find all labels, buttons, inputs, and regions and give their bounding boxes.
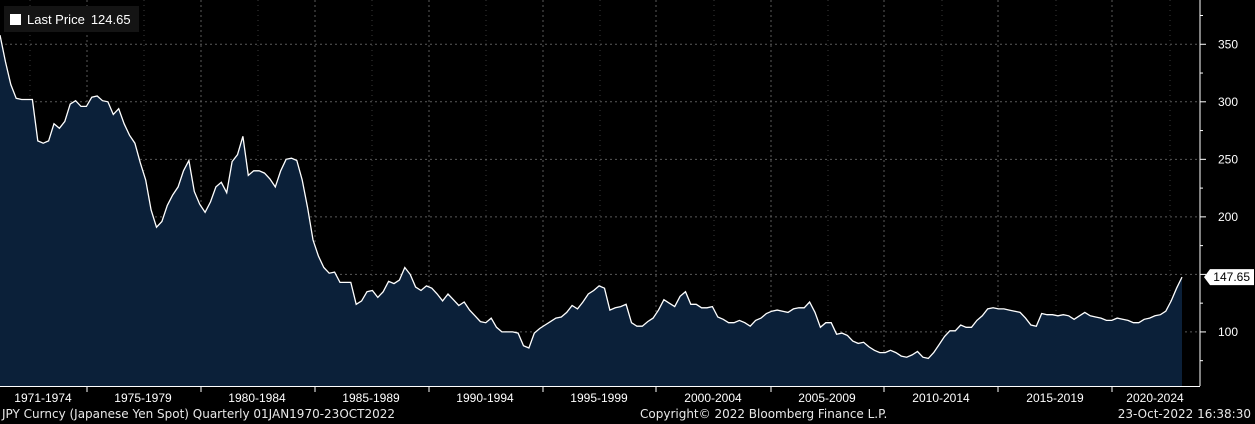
- x-tick-label: 1985-1989: [342, 391, 400, 405]
- x-tick-label: 2020-2024: [1126, 391, 1184, 405]
- x-tick-label: 1975-1979: [114, 391, 172, 405]
- price-chart: 1001502002503003501971-19741975-19791980…: [0, 0, 1254, 405]
- legend: Last Price 124.65: [4, 6, 139, 32]
- price-line: [0, 34, 1183, 360]
- x-tick-label: 1971-1974: [14, 391, 72, 405]
- legend-value: 124.65: [90, 11, 131, 27]
- axes: 1001502002503003501971-19741975-19791980…: [0, 0, 1238, 405]
- x-tick-label: 1995-1999: [570, 391, 628, 405]
- x-tick-label: 1980-1984: [228, 391, 286, 405]
- last-value-tag-bg: [1204, 269, 1254, 286]
- last-value-label: 147.65: [1213, 270, 1250, 284]
- y-tick-label: 300: [1218, 95, 1238, 109]
- footer-timestamp: 23-Oct-2022 16:38:30: [1117, 407, 1251, 421]
- last-value-tag: 147.65: [1204, 269, 1254, 286]
- x-tick-label: 2000-2004: [684, 391, 742, 405]
- legend-label: Last Price: [27, 11, 85, 27]
- y-tick-label: 350: [1218, 37, 1238, 51]
- y-tick-label: 200: [1218, 210, 1238, 224]
- footer-copyright: Copyright© 2022 Bloomberg Finance L.P.: [640, 407, 888, 421]
- footer: JPY Curncy (Japanese Yen Spot) Quarterly…: [0, 406, 1255, 424]
- legend-swatch-icon: [10, 13, 21, 25]
- y-tick-label: 100: [1218, 325, 1238, 339]
- y-tick-label: 250: [1218, 152, 1238, 166]
- x-tick-label: 2015-2019: [1026, 391, 1084, 405]
- x-tick-label: 2010-2014: [912, 391, 970, 405]
- price-area: [0, 35, 1182, 386]
- x-tick-label: 2005-2009: [798, 391, 856, 405]
- footer-security-info: JPY Curncy (Japanese Yen Spot) Quarterly…: [2, 407, 396, 421]
- x-tick-label: 1990-1994: [456, 391, 514, 405]
